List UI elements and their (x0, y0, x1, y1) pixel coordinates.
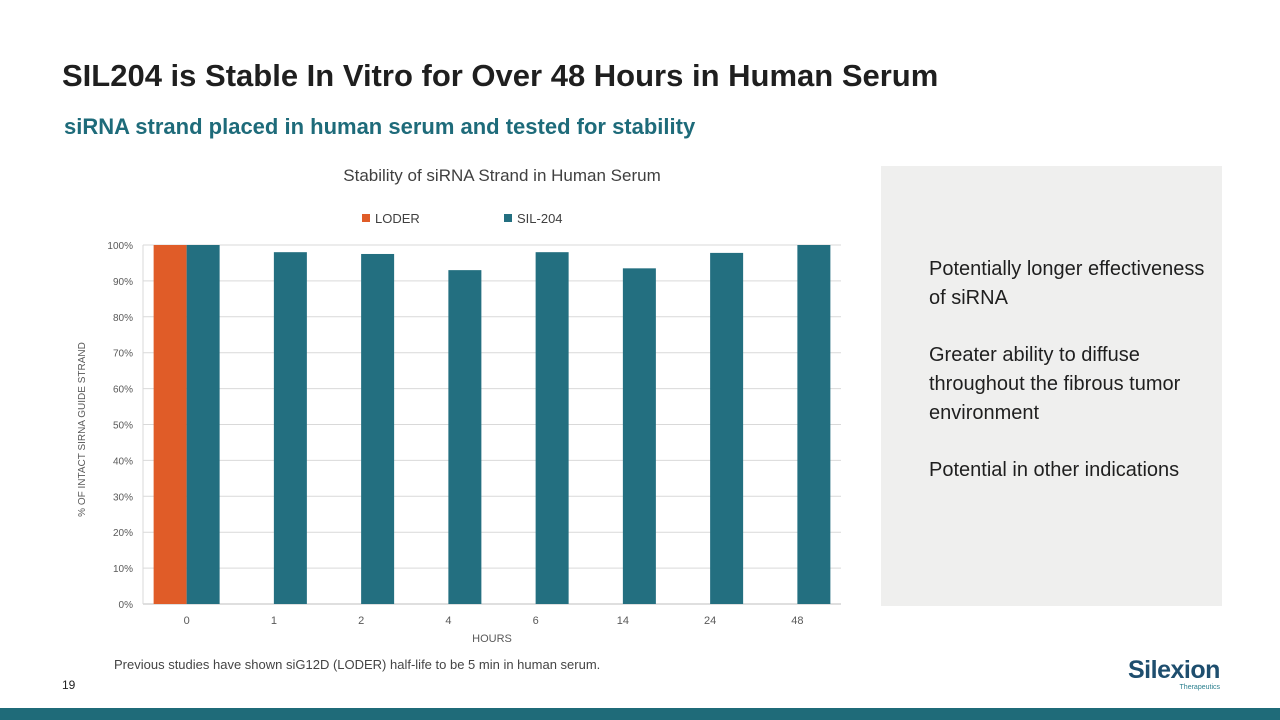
bar-sil-204-48h (797, 245, 831, 604)
page-number: 19 (62, 678, 76, 692)
bar-sil-204-4h (448, 270, 482, 604)
bar-sil-204-2h (361, 253, 395, 604)
y-tick-label: 100% (107, 241, 133, 252)
key-point-3: Potential in other indications (929, 459, 1180, 481)
y-tick-label: 70% (113, 349, 133, 360)
y-axis-label: % OF INTACT SIRNA GUIDE STRAND (77, 342, 88, 517)
footnote: Previous studies have shown siG12D (LODE… (114, 657, 601, 672)
x-tick-label: 24 (704, 615, 716, 627)
footer-bar (0, 708, 1280, 720)
key-point-1: Potentially longer effectiveness of siRN… (929, 258, 1205, 309)
x-tick-label: 6 (533, 615, 539, 627)
legend-label-sil-204: SIL-204 (517, 211, 563, 226)
bar-sil-204-14h (622, 268, 656, 604)
bar-loder-0h (153, 245, 187, 604)
stability-chart: Stability of siRNA Strand in Human Serum… (77, 166, 841, 645)
bar-sil-204-0h (186, 245, 220, 604)
x-tick-label: 1 (271, 615, 277, 627)
key-point-2: Greater ability to diffuse throughout th… (929, 344, 1181, 424)
y-tick-label: 20% (113, 528, 133, 539)
x-tick-label: 2 (358, 615, 364, 627)
y-tick-label: 60% (113, 385, 133, 396)
bar-sil-204-1h (273, 252, 307, 604)
y-tick-label: 30% (113, 492, 133, 503)
logo-tagline: Therapeutics (1179, 684, 1220, 691)
x-tick-label: 4 (445, 615, 451, 627)
legend-label-loder: LODER (375, 211, 420, 226)
legend-swatch-sil-204 (504, 214, 512, 222)
logo-wordmark: Silexion (1128, 656, 1220, 684)
bar-sil-204-24h (710, 252, 744, 604)
bar-sil-204-6h (535, 252, 569, 604)
slide-subtitle: siRNA strand placed in human serum and t… (64, 114, 696, 139)
chart-title: Stability of siRNA Strand in Human Serum (343, 166, 660, 185)
x-tick-label: 14 (617, 615, 629, 627)
slide-title: SIL204 is Stable In Vitro for Over 48 Ho… (62, 58, 939, 93)
key-points-panel: Potentially longer effectiveness of siRN… (881, 166, 1222, 606)
y-tick-label: 40% (113, 456, 133, 467)
y-tick-label: 90% (113, 277, 133, 288)
legend-swatch-loder (362, 214, 370, 222)
x-axis-label: HOURS (472, 633, 512, 645)
x-tick-label: 0 (184, 615, 190, 627)
y-tick-label: 0% (119, 600, 134, 611)
silexion-logo: Silexion Therapeutics (1128, 656, 1222, 696)
y-tick-label: 80% (113, 313, 133, 324)
y-tick-label: 50% (113, 421, 133, 432)
x-tick-label: 48 (791, 615, 803, 627)
y-tick-label: 10% (113, 564, 133, 575)
